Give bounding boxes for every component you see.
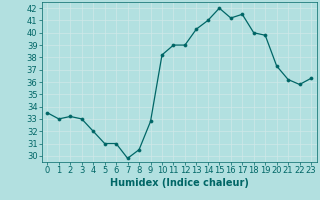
X-axis label: Humidex (Indice chaleur): Humidex (Indice chaleur) [110, 178, 249, 188]
